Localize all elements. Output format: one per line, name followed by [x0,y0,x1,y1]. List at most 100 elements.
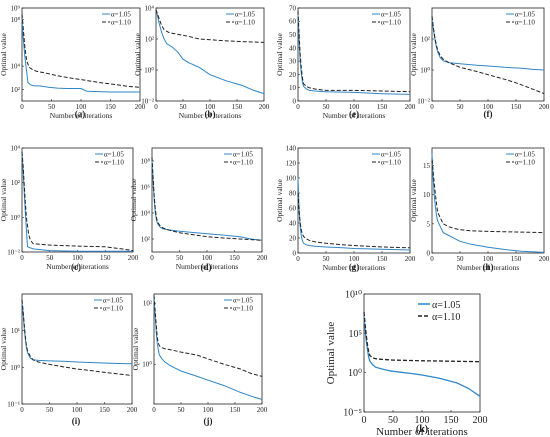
y-tick-label: 40 [289,44,297,52]
x-tick-label: 200 [257,406,268,414]
x-tick-label: 150 [105,103,116,111]
x-tick-label: 200 [127,406,138,414]
x-tick-label: 0 [150,254,154,262]
x-tick-label: 200 [257,254,268,262]
series-line-alpha-1-05 [363,317,481,397]
legend-label: α=1.05 [515,151,535,159]
y-tick-label: 0 [293,249,297,257]
x-tick-label: 0 [296,255,300,263]
series-line-alpha-1-10 [153,295,263,377]
x-tick-label: 150 [444,415,459,426]
series-line-alpha-1-10 [155,9,265,43]
x-tick-label: 50 [46,406,54,414]
x-tick-label: 150 [511,255,522,263]
x-tick-label: 200 [473,415,488,426]
x-axis-label: Number of iterations [323,263,386,272]
series-line-alpha-1-10 [21,151,134,252]
x-tick-label: 100 [203,406,214,414]
series-line-alpha-1-10 [431,16,545,95]
x-tick-label: 150 [99,406,110,414]
panel-label: (c) [71,262,81,272]
y-tick-label: 10¹ [11,327,20,335]
series-line-alpha-1-05 [297,14,411,95]
x-tick-label: 0 [430,255,434,263]
y-tick-label: 10 [289,84,297,92]
x-axis-label: Number of iterations [323,111,386,120]
x-tick-label: 200 [128,254,139,262]
x-tick-label: 100 [72,406,83,414]
series-line-alpha-1-10 [297,10,411,93]
panel-label: (f) [484,109,493,119]
y-tick-label: 10⁻¹ [7,400,20,408]
panel-i: 0 50 100 150 200 10¹ 10⁰ 10⁻¹ Optimal value α=1.0… [0,293,138,426]
series-line-alpha-1-05 [297,177,411,251]
y-tick-label: 20 [289,234,297,242]
y-tick-label: 10⁻² [417,97,430,105]
legend-label: α=1.05 [104,151,124,159]
panel-k: 0 50 100 150 200 10¹⁰ 10⁵ 10⁰ 10⁻⁵ Number of iter… [325,290,488,437]
x-tick-label: 0 [152,406,156,414]
x-tick-label: 0 [20,406,24,414]
y-tick-label: 10² [11,179,20,187]
series-line-alpha-1-10 [21,299,133,376]
y-tick-label: 10⁰ [420,66,430,74]
y-axis-label: Optimal value [0,178,8,221]
x-tick-label: 200 [405,103,416,111]
legend-label: α=1.05 [381,11,401,19]
legend-label: α=1.10 [111,19,131,27]
y-tick-label: 80 [289,189,297,197]
panel-label: (g) [349,262,360,272]
y-tick-label: 60 [289,204,297,212]
y-tick-label: 10⁶ [141,183,151,191]
y-axis-label: Optimal value [0,327,8,370]
x-tick-label: 200 [405,255,416,263]
panel-label: (b) [205,109,216,119]
x-tick-label: 50 [388,415,398,426]
legend-label: α=1.05 [235,11,255,19]
panel-label: (i) [72,416,81,426]
x-tick-label: 0 [20,254,24,262]
y-axis-label: Optimal value [0,32,8,75]
legend-label: α=1.10 [103,305,123,313]
y-tick-label: 10⁴ [145,4,155,12]
x-tick-label: 150 [229,254,240,262]
series-line-alpha-1-05 [153,297,263,400]
y-tick-label: 10⁸ [11,16,21,24]
legend-label: α=1.10 [235,19,255,27]
x-tick-label: 50 [457,103,465,111]
y-tick-label: 10⁰ [144,66,154,74]
y-tick-label: 10⁹ [11,4,21,12]
x-tick-label: 150 [377,255,388,263]
x-tick-label: 100 [76,103,87,111]
legend-label: α=1.05 [432,300,460,311]
y-tick-label: 10⁰ [142,361,152,369]
y-tick-label: 10⁰ [10,364,20,372]
y-tick-label: 10⁴ [11,63,21,71]
x-tick-label: 200 [135,103,146,111]
x-tick-label: 100 [349,255,360,263]
x-tick-label: 0 [430,103,434,111]
y-tick-label: 10⁻⁵ [343,408,362,419]
legend-label: α=1.05 [515,11,535,19]
plot-frame [363,293,481,413]
x-tick-label: 50 [48,103,56,111]
series-line-alpha-1-10 [151,157,263,241]
x-axis-label: Number of iterations [50,111,113,120]
series-line-alpha-1-10 [431,159,545,234]
x-axis-label: Number of iterations [179,111,242,120]
panel-label: (d) [201,262,212,272]
x-tick-label: 100 [72,254,83,262]
y-axis-label: Optimal value [131,327,140,370]
y-tick-label: 20 [289,71,297,79]
x-tick-label: 0 [20,103,24,111]
y-axis-label: Optimal value [129,178,138,221]
y-tick-label: 10¹⁰ [345,290,362,301]
y-tick-label: 120 [286,159,297,167]
x-tick-label: 50 [323,255,331,263]
y-tick-label: 15 [423,162,431,170]
legend-label: α=1.05 [111,11,131,19]
y-axis-label: Optimal value [275,32,284,75]
x-tick-label: 0 [362,415,367,426]
